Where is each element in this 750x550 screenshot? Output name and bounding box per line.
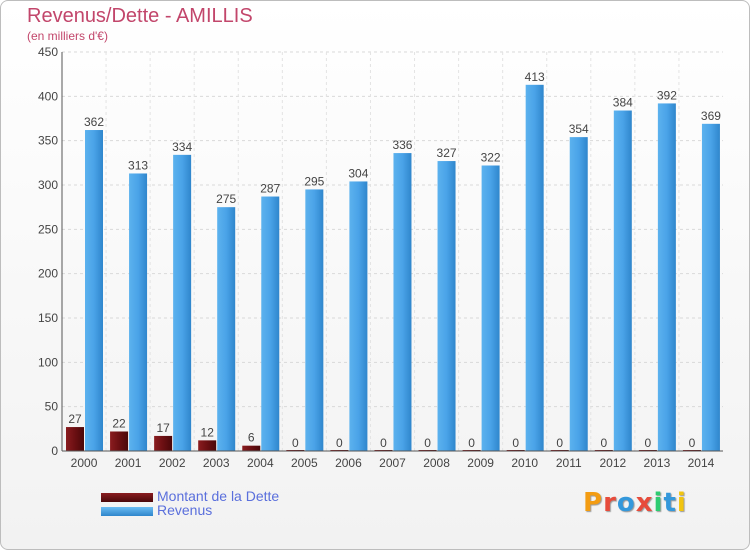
bar-dette-2000 [66, 427, 84, 451]
bar-revenus-2008 [437, 161, 456, 451]
data-labels: 27 362 22 313 17 334 12 275 6 287 0 295 0 304 0 336 0 327… [68, 70, 721, 450]
data-label-dette-2010: 0 [512, 436, 519, 450]
bar-dette-2003 [198, 440, 217, 451]
bar-revenus-2007 [393, 153, 412, 451]
data-label-revenus-2009: 322 [481, 150, 501, 164]
data-label-revenus-2012: 384 [613, 96, 633, 110]
y-tick-label: 150 [38, 311, 58, 325]
bar-revenus-2002 [173, 154, 192, 451]
data-label-revenus-2013: 392 [657, 88, 677, 102]
y-tick-label: 450 [38, 45, 58, 59]
data-label-revenus-2004: 287 [260, 182, 280, 196]
y-tick-label: 350 [38, 134, 58, 148]
bar-revenus-2011 [569, 137, 588, 451]
data-label-dette-2006: 0 [336, 436, 343, 450]
data-label-revenus-2014: 369 [701, 109, 721, 123]
legend-swatch-revenus [101, 507, 153, 516]
data-label-dette-2008: 0 [424, 436, 431, 450]
x-tick-label: 2012 [599, 456, 626, 470]
logo-letter: i [676, 488, 687, 518]
bar-revenus-2014 [701, 123, 720, 451]
bar-dette-2004 [242, 445, 261, 451]
x-tick-label: 2001 [115, 456, 142, 470]
bar-revenus-2004 [261, 196, 280, 451]
data-label-dette-2011: 0 [556, 436, 563, 450]
data-label-revenus-2008: 327 [437, 146, 457, 160]
data-label-revenus-2006: 304 [348, 166, 368, 180]
data-label-dette-2003: 12 [201, 425, 215, 439]
logo-letter: i [653, 488, 664, 518]
data-label-dette-2001: 22 [112, 416, 126, 430]
data-label-revenus-2003: 275 [216, 192, 236, 206]
y-axis-ticks: 0 50 100 150 200 250 300 350 400 450 [38, 45, 58, 458]
bar-revenus-2006 [349, 181, 368, 451]
x-tick-label: 2009 [467, 456, 494, 470]
y-tick-label: 200 [38, 267, 58, 281]
data-label-dette-2005: 0 [292, 436, 299, 450]
bar-revenus-2013 [657, 103, 676, 451]
grid-lines [62, 51, 723, 452]
data-label-revenus-2000: 362 [84, 115, 104, 129]
data-label-dette-2014: 0 [689, 436, 696, 450]
chart-title: Revenus/Dette - AMILLIS [27, 5, 253, 27]
bar-dette-2002 [154, 435, 173, 451]
y-tick-label: 250 [38, 222, 58, 236]
data-label-dette-2013: 0 [645, 436, 652, 450]
bars [66, 84, 720, 452]
x-tick-label: 2004 [247, 456, 274, 470]
y-tick-label: 100 [38, 355, 58, 369]
bar-revenus-2012 [613, 110, 632, 452]
data-label-revenus-2011: 354 [569, 122, 589, 136]
logo-letter: P [583, 488, 604, 518]
legend-label-dette: Montant de la Dette [157, 488, 280, 504]
data-label-revenus-2002: 334 [172, 140, 192, 154]
chart-subtitle: (en milliers d'€) [27, 29, 108, 43]
bar-revenus-2010 [525, 84, 544, 451]
x-tick-label: 2013 [644, 456, 671, 470]
data-label-dette-2004: 6 [248, 431, 255, 445]
x-tick-label: 2006 [335, 456, 362, 470]
bar-dette-2001 [110, 431, 129, 451]
y-tick-label: 0 [51, 444, 58, 458]
logo-letter: t [663, 488, 677, 518]
data-label-revenus-2007: 336 [392, 138, 412, 152]
y-tick-label: 400 [38, 89, 58, 103]
data-label-revenus-2001: 313 [128, 158, 148, 172]
x-tick-label: 2014 [688, 456, 715, 470]
data-label-dette-2007: 0 [380, 436, 387, 450]
bar-revenus-2009 [481, 165, 500, 451]
data-label-revenus-2005: 295 [304, 174, 324, 188]
data-label-dette-2012: 0 [600, 436, 607, 450]
logo-letter: o [616, 488, 636, 518]
logo-letter: r [603, 488, 617, 518]
legend-swatch-dette [101, 493, 153, 502]
bar-revenus-2005 [305, 189, 324, 451]
bar-revenus-2000 [85, 130, 103, 451]
x-tick-label: 2008 [423, 456, 450, 470]
x-axis-labels: 2000 2001 2002 2003 2004 2005 2006 2007 2008 2009… [71, 456, 715, 470]
x-tick-label: 2002 [159, 456, 186, 470]
x-tick-label: 2011 [556, 456, 582, 470]
x-tick-label: 2005 [291, 456, 318, 470]
x-tick-label: 2000 [71, 456, 98, 470]
x-tick-label: 2003 [203, 456, 230, 470]
data-label-dette-2000: 27 [68, 412, 82, 426]
legend-label-revenus: Revenus [157, 502, 213, 518]
y-tick-label: 50 [45, 400, 59, 414]
proxiti-logo: Proxiti [583, 488, 687, 518]
bar-revenus-2003 [217, 207, 236, 451]
bar-revenus-2001 [129, 173, 148, 451]
y-tick-label: 300 [38, 178, 58, 192]
x-tick-label: 2007 [379, 456, 406, 470]
data-label-revenus-2010: 413 [525, 70, 545, 84]
x-tick-label: 2010 [511, 456, 538, 470]
data-label-dette-2002: 17 [156, 421, 170, 435]
data-label-dette-2009: 0 [468, 436, 475, 450]
logo-letter: x [635, 488, 654, 518]
axes [61, 52, 723, 452]
